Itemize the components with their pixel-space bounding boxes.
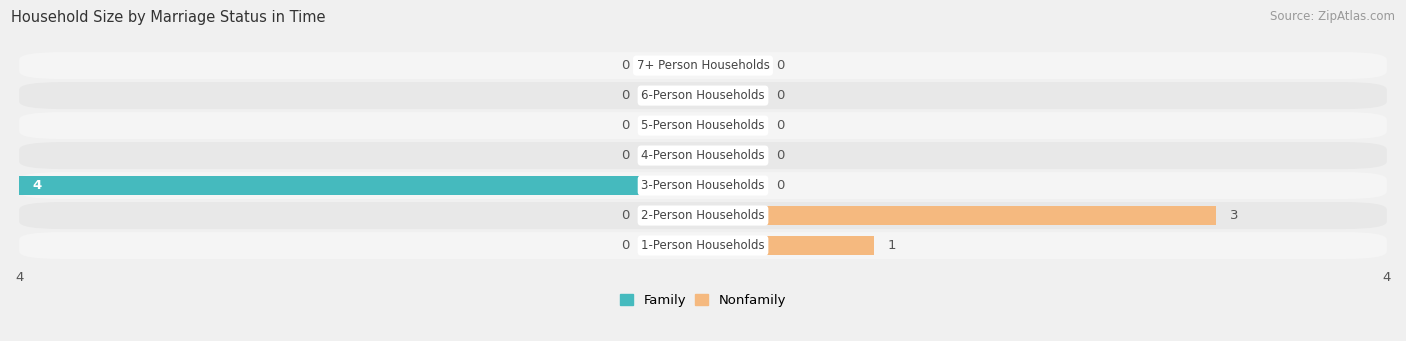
Text: 0: 0 <box>621 239 630 252</box>
Text: 0: 0 <box>621 149 630 162</box>
FancyBboxPatch shape <box>20 202 1386 229</box>
Bar <box>703 86 763 105</box>
Text: 0: 0 <box>776 59 785 72</box>
Bar <box>643 56 703 75</box>
FancyBboxPatch shape <box>20 82 1386 109</box>
Bar <box>643 206 703 225</box>
FancyBboxPatch shape <box>20 232 1386 259</box>
Text: 1: 1 <box>887 239 896 252</box>
Text: 0: 0 <box>621 209 630 222</box>
Bar <box>703 146 763 165</box>
FancyBboxPatch shape <box>20 112 1386 139</box>
FancyBboxPatch shape <box>20 172 1386 199</box>
Text: Source: ZipAtlas.com: Source: ZipAtlas.com <box>1270 10 1395 23</box>
Bar <box>703 116 763 135</box>
Bar <box>703 56 763 75</box>
Bar <box>703 206 1216 225</box>
Text: 1-Person Households: 1-Person Households <box>641 239 765 252</box>
Text: 5-Person Households: 5-Person Households <box>641 119 765 132</box>
Text: 0: 0 <box>776 179 785 192</box>
Legend: Family, Nonfamily: Family, Nonfamily <box>617 291 789 310</box>
Text: 4-Person Households: 4-Person Households <box>641 149 765 162</box>
Text: 4: 4 <box>32 179 42 192</box>
FancyBboxPatch shape <box>20 142 1386 169</box>
Text: Household Size by Marriage Status in Time: Household Size by Marriage Status in Tim… <box>11 10 326 25</box>
Bar <box>703 176 763 195</box>
Text: 0: 0 <box>621 89 630 102</box>
Text: 6-Person Households: 6-Person Households <box>641 89 765 102</box>
Bar <box>643 116 703 135</box>
Bar <box>703 236 875 255</box>
Text: 0: 0 <box>776 149 785 162</box>
Bar <box>643 86 703 105</box>
Text: 0: 0 <box>776 119 785 132</box>
Text: 0: 0 <box>621 119 630 132</box>
Text: 3-Person Households: 3-Person Households <box>641 179 765 192</box>
Text: 3: 3 <box>1229 209 1239 222</box>
Bar <box>643 236 703 255</box>
Text: 0: 0 <box>621 59 630 72</box>
Bar <box>643 146 703 165</box>
FancyBboxPatch shape <box>20 52 1386 79</box>
Text: 2-Person Households: 2-Person Households <box>641 209 765 222</box>
Text: 0: 0 <box>776 89 785 102</box>
Text: 7+ Person Households: 7+ Person Households <box>637 59 769 72</box>
Bar <box>20 176 703 195</box>
